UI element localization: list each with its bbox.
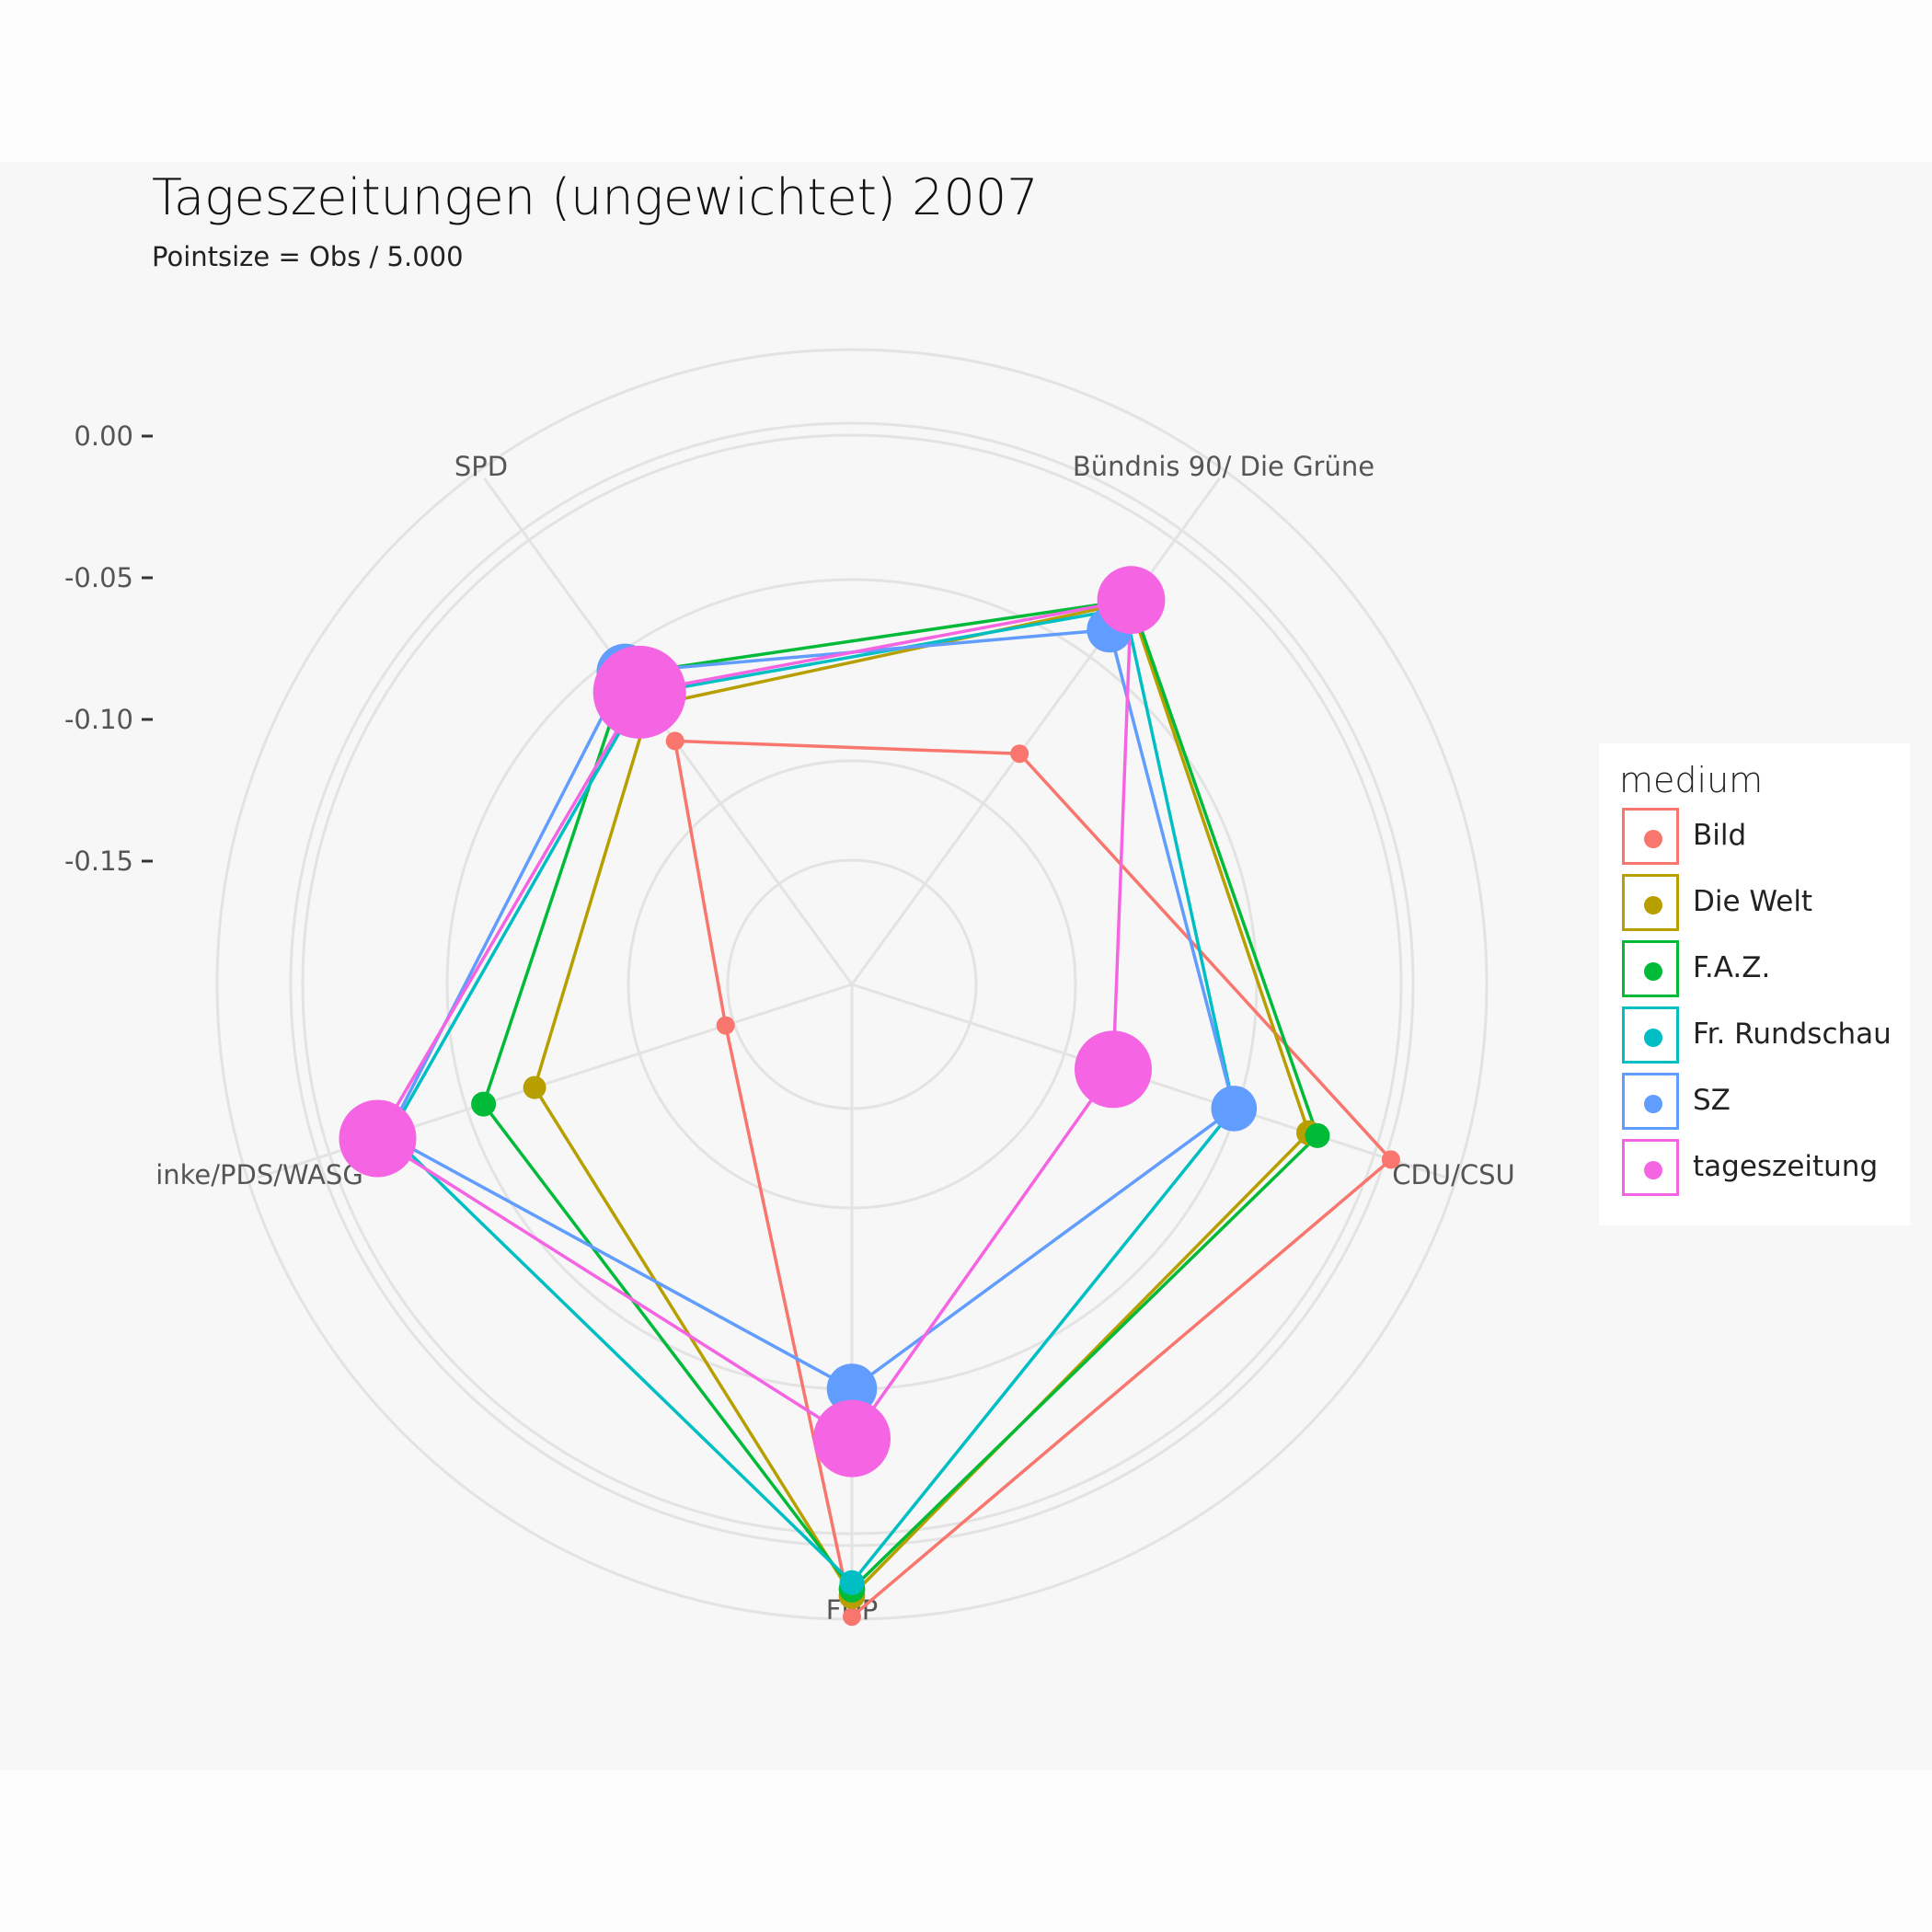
legend-label: SZ	[1693, 1084, 1731, 1117]
legend-dot-icon	[1644, 830, 1662, 848]
legend-label: F.A.Z.	[1693, 951, 1771, 984]
radial-tick-label: -0.15	[64, 845, 133, 877]
legend-title: medium	[1619, 760, 1764, 800]
data-point	[592, 645, 686, 739]
series-line	[533, 600, 1311, 1599]
data-point	[471, 1091, 497, 1117]
data-point	[523, 1075, 546, 1099]
radial-tick-label: -0.05	[64, 562, 133, 593]
legend-key	[1622, 1073, 1679, 1130]
legend-key	[1622, 1139, 1679, 1196]
grid-spoke	[483, 477, 854, 985]
series-line	[385, 627, 1236, 1391]
data-point	[1010, 744, 1029, 764]
legend-label: tageszeitung	[1693, 1150, 1879, 1183]
legend-dot-icon	[1644, 962, 1662, 981]
data-point	[1211, 1086, 1258, 1132]
chart-title: Tageszeitungen (ungewichtet) 2007	[152, 168, 1039, 226]
data-point	[826, 1363, 878, 1414]
series-line	[375, 598, 1133, 1441]
data-point	[1075, 1030, 1152, 1109]
series-line	[481, 598, 1320, 1592]
legend-key	[1622, 940, 1679, 997]
radial-tick-label: 0.00	[74, 420, 133, 452]
data-point	[1381, 1150, 1400, 1169]
legend-dot-icon	[1644, 1029, 1662, 1047]
legend-label: Bild	[1693, 819, 1747, 852]
legend: medium Bild Die Welt F.A.Z. Fr. Rundschau SZ…	[1599, 743, 1910, 1225]
axis-label: CDU/CSU	[1392, 1159, 1514, 1190]
data-point	[839, 1570, 865, 1595]
legend-label: Die Welt	[1693, 885, 1813, 918]
data-point	[665, 731, 684, 751]
legend-dot-icon	[1644, 1095, 1662, 1113]
legend-dot-icon	[1644, 1161, 1662, 1179]
legend-dot-icon	[1644, 896, 1662, 914]
axis-label: Bündnis 90/ Die Grüne	[1073, 451, 1374, 482]
series-line	[387, 606, 1236, 1585]
data-point	[813, 1399, 891, 1478]
axis-label: SPD	[454, 451, 508, 482]
data-point	[1097, 566, 1166, 635]
data-point	[1305, 1122, 1330, 1148]
grid-spoke	[850, 477, 1221, 985]
radial-tick-label: -0.10	[64, 704, 133, 735]
legend-key	[1622, 808, 1679, 865]
series-line	[673, 739, 1394, 1620]
legend-key	[1622, 1006, 1679, 1064]
axis-label: inke/PDS/WASG	[155, 1159, 363, 1190]
data-point	[716, 1016, 735, 1035]
legend-label: Fr. Rundschau	[1693, 1018, 1892, 1051]
legend-key	[1622, 874, 1679, 931]
data-point	[843, 1607, 861, 1627]
chart-subtitle: Pointsize = Obs / 5.000	[152, 241, 464, 272]
data-point	[339, 1099, 417, 1178]
